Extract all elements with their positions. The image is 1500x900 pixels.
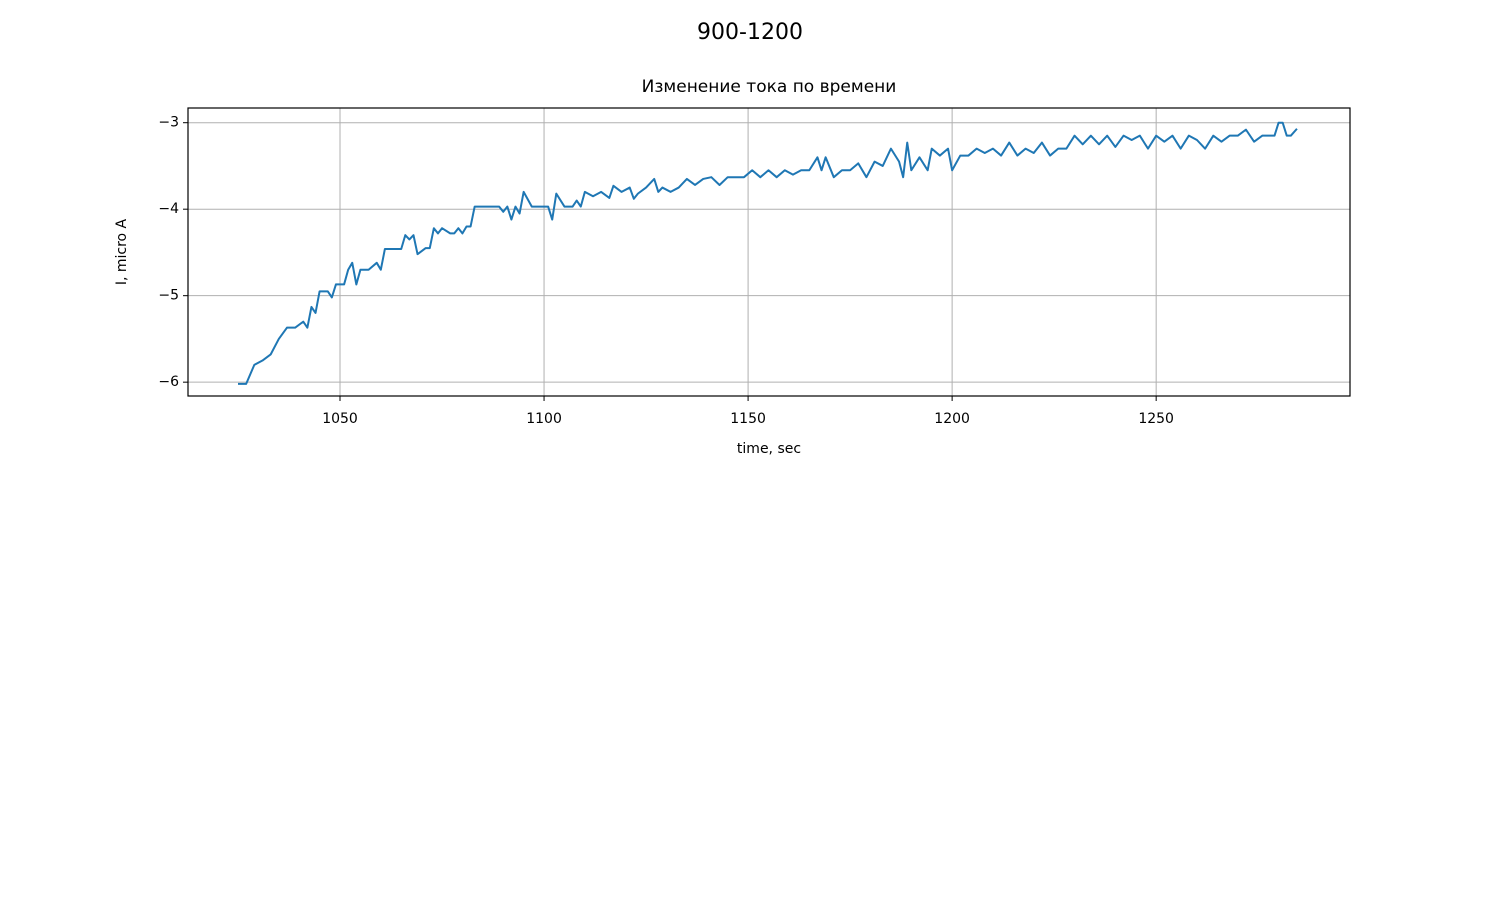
y-axis-label: I, micro A	[114, 218, 130, 285]
x-tick-label: 1200	[934, 411, 970, 427]
x-tick-label: 1100	[526, 411, 562, 427]
y-tick-label: −6	[158, 374, 179, 390]
y-tick-label: −4	[158, 201, 179, 217]
x-tick-label: 1250	[1138, 411, 1174, 427]
y-tick-label: −5	[158, 288, 179, 304]
y-tick-label: −3	[158, 115, 179, 131]
chart-title: Изменение тока по времени	[642, 77, 897, 97]
x-tick-label: 1050	[322, 411, 358, 427]
x-axis-label: time, sec	[737, 441, 801, 457]
axes-frame	[187, 107, 1351, 397]
x-tick-label: 1150	[730, 411, 766, 427]
figure-title: 900-1200	[697, 20, 803, 45]
plot-area: 1050 1100 1150 1200 1250 −6 −5 −4 −3	[158, 107, 1351, 427]
data-line	[237, 121, 1298, 385]
